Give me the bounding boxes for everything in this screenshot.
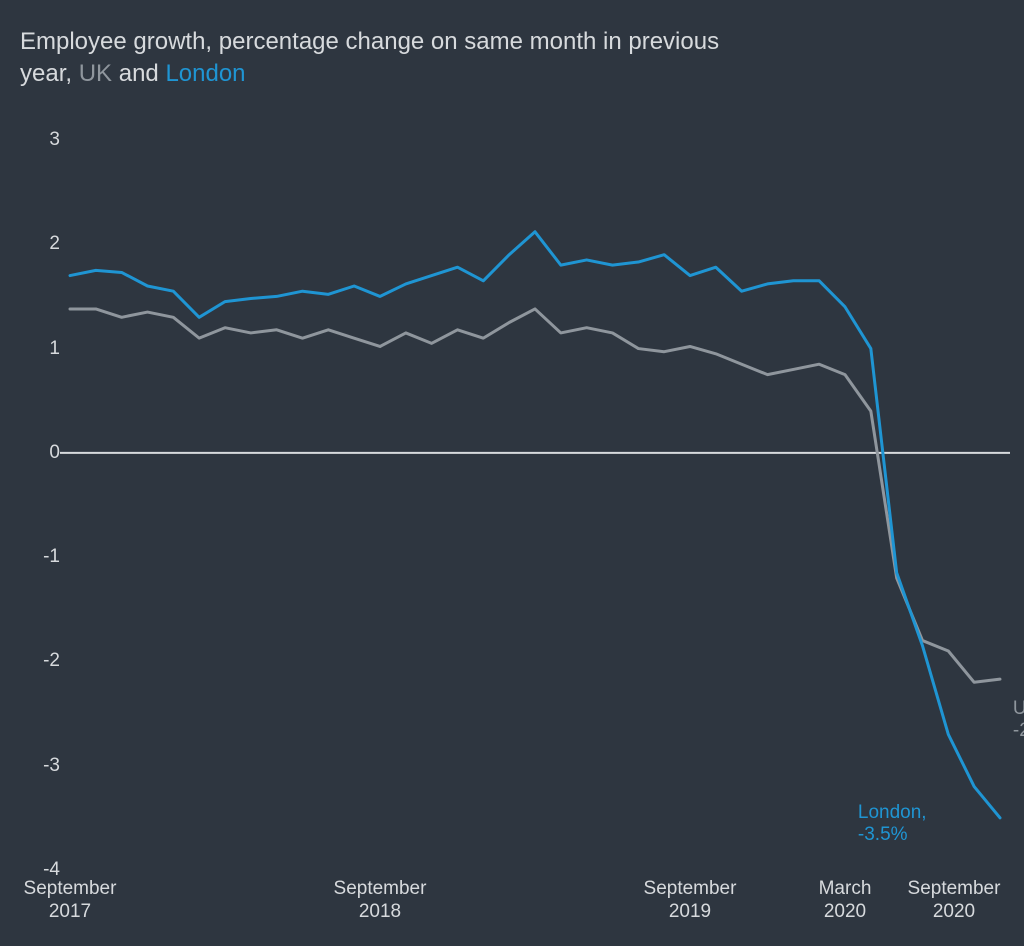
chart-container: Employee growth, percentage change on sa…	[0, 0, 1024, 946]
y-tick-label: 3	[10, 129, 60, 151]
y-tick-label: -2	[10, 650, 60, 672]
series-uk	[70, 309, 1000, 682]
callout-london: London, -3.5%	[858, 802, 927, 846]
y-tick-label: 2	[10, 233, 60, 255]
x-tick-label: September 2019	[620, 878, 760, 924]
series-london	[70, 232, 1000, 818]
y-tick-label: 0	[10, 442, 60, 464]
callout-uk: UK, -2.17%	[1013, 698, 1024, 742]
y-tick-label: -3	[10, 755, 60, 777]
y-tick-label: 1	[10, 338, 60, 360]
y-tick-label: -1	[10, 546, 60, 568]
x-tick-label: September 2020	[884, 878, 1024, 924]
x-tick-label: September 2017	[0, 878, 140, 924]
x-tick-label: September 2018	[310, 878, 450, 924]
